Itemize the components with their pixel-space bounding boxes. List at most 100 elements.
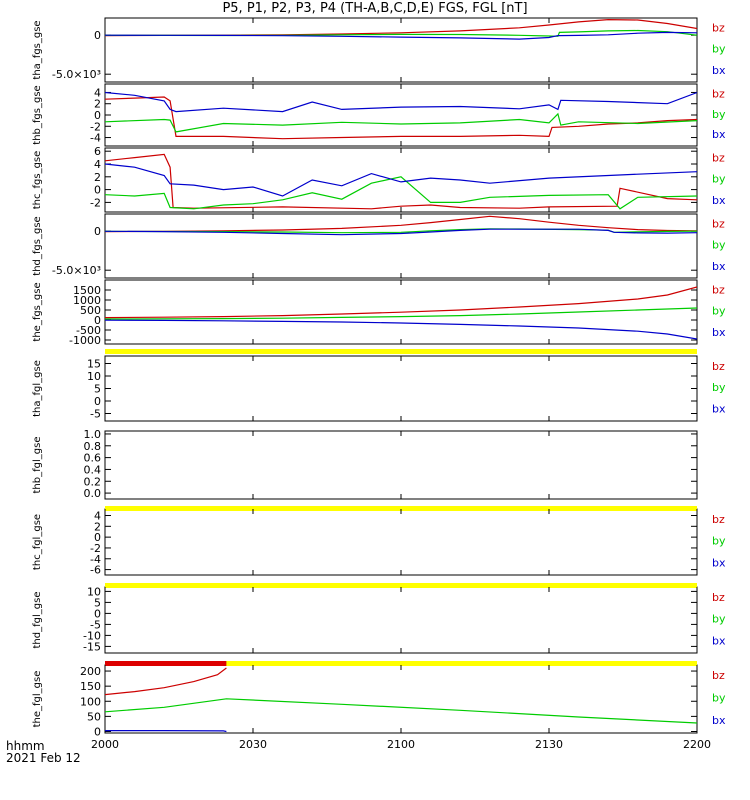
series-line-by <box>105 176 697 210</box>
y-tick-label: -2 <box>90 120 101 133</box>
panel-frame <box>104 17 698 83</box>
legend-by: by <box>712 381 726 394</box>
y-tick-label: 1000 <box>73 294 101 307</box>
y-tick-label: -5.0×10³ <box>52 68 101 81</box>
flag-bar <box>105 661 697 666</box>
legend-by: by <box>712 692 726 705</box>
flag-bar <box>105 661 227 666</box>
y-tick-label: 15 <box>87 358 101 371</box>
series-line-bx <box>105 163 697 197</box>
y-axis-label: thb_fgl_gse <box>32 437 43 494</box>
flag-bar <box>105 349 697 354</box>
y-axis-label: thd_fgl_gse <box>32 592 43 649</box>
panel-thb_fgl_gse: 0.00.20.40.60.81.0 thb_fgl_gse <box>32 428 698 500</box>
y-axis-label: thc_fgs_gse <box>32 151 43 210</box>
legend-bz: bz <box>712 22 725 35</box>
y-axis-label: thd_fgs_gse <box>32 216 43 275</box>
y-tick-label: 50 <box>87 710 101 723</box>
y-tick-label: 10 <box>87 370 101 383</box>
panel-frame <box>104 586 698 654</box>
y-axis-label: tha_fgl_gse <box>32 360 43 417</box>
series-line-by <box>105 307 697 320</box>
legend-bz: bz <box>712 218 725 231</box>
panel-frame <box>104 213 698 279</box>
y-tick-label: -5 <box>90 408 101 421</box>
y-tick-label: 0.8 <box>84 440 102 453</box>
y-tick-label: -15 <box>83 640 101 653</box>
panel-frame <box>104 147 698 213</box>
flag-bar <box>105 583 697 588</box>
legend-bz: bz <box>712 87 725 100</box>
series-line-bz <box>105 667 227 696</box>
y-axis-label: the_fgl_gse <box>32 671 43 728</box>
y-tick-label: 0.4 <box>84 463 102 476</box>
y-tick-label: 100 <box>80 695 101 708</box>
x-tick-label: 2000 <box>91 738 119 751</box>
plot-title: P5, P1, P2, P3, P4 (TH-A,B,C,D,E) FGS, F… <box>222 1 528 16</box>
y-tick-label: 0 <box>94 225 101 238</box>
legend-bx: bx <box>712 403 726 416</box>
y-tick-label: 0.2 <box>84 475 102 488</box>
series-line-bz <box>105 286 697 319</box>
legend-by: by <box>712 305 726 318</box>
y-tick-label: 2 <box>94 171 101 184</box>
y-tick-label: 1500 <box>73 284 101 297</box>
legend-by: by <box>712 43 726 56</box>
y-tick-label: 150 <box>80 680 101 693</box>
y-tick-label: 4 <box>94 86 101 99</box>
series-line-by <box>105 112 697 133</box>
y-tick-label: 4 <box>94 509 101 522</box>
panel-thd_fgs_gse: -5.0×10³ 0 thd_fgs_gse bz by bx <box>32 213 726 279</box>
legend-bx: bx <box>712 64 726 77</box>
y-tick-label: 0.6 <box>84 452 102 465</box>
panel-frame <box>104 508 698 576</box>
y-tick-label: -2 <box>90 542 101 555</box>
y-tick-label: -10 <box>83 629 101 642</box>
y-axis-label: thb_fgs_gse <box>32 85 43 144</box>
legend-bx: bx <box>712 194 726 207</box>
y-tick-label: -4 <box>90 132 101 145</box>
legend-bz: bz <box>712 152 725 165</box>
y-tick-label: 0 <box>94 29 101 42</box>
legend-bx: bx <box>712 634 726 647</box>
y-tick-label: 10 <box>87 585 101 598</box>
legend-bz: bz <box>712 360 725 373</box>
y-tick-label: 0 <box>94 109 101 122</box>
x-tick-label: 2030 <box>239 738 267 751</box>
date-label: 2021 Feb 12 <box>6 751 81 765</box>
y-tick-label: 2 <box>94 520 101 533</box>
legend-by: by <box>712 239 726 252</box>
flag-bar <box>105 506 697 511</box>
series-line-bx <box>105 91 697 113</box>
y-tick-label: 0 <box>94 395 101 408</box>
y-tick-label: -5.0×10³ <box>52 264 101 277</box>
series-line-bx <box>105 729 227 733</box>
legend-by: by <box>712 535 726 548</box>
y-tick-label: 2 <box>94 98 101 111</box>
x-tick-label: 2100 <box>387 738 415 751</box>
y-tick-label: -2 <box>90 196 101 209</box>
y-tick-label: -4 <box>90 553 101 566</box>
y-tick-label: 4 <box>94 158 101 171</box>
y-tick-label: 500 <box>80 304 101 317</box>
legend-bx: bx <box>712 714 726 727</box>
panel-tha_fgs_gse: -5.0×10³ 0 tha_fgs_gse bz by bx <box>32 17 726 83</box>
legend-bx: bx <box>712 326 726 339</box>
legend-bz: bz <box>712 591 725 604</box>
legend-by: by <box>712 613 726 626</box>
y-tick-label: 0 <box>94 314 101 327</box>
y-tick-label: 200 <box>80 665 101 678</box>
series-line-by <box>105 698 697 724</box>
y-tick-label: 5 <box>94 383 101 396</box>
series-line-bx <box>105 319 697 340</box>
legend-bx: bx <box>712 260 726 273</box>
y-axis-label: thc_fgl_gse <box>32 514 43 570</box>
panel-the_fgl_gse: 0 50 100 150 200 the_fgl_gse bz by bx <box>32 661 726 738</box>
y-tick-label: 5 <box>94 596 101 609</box>
